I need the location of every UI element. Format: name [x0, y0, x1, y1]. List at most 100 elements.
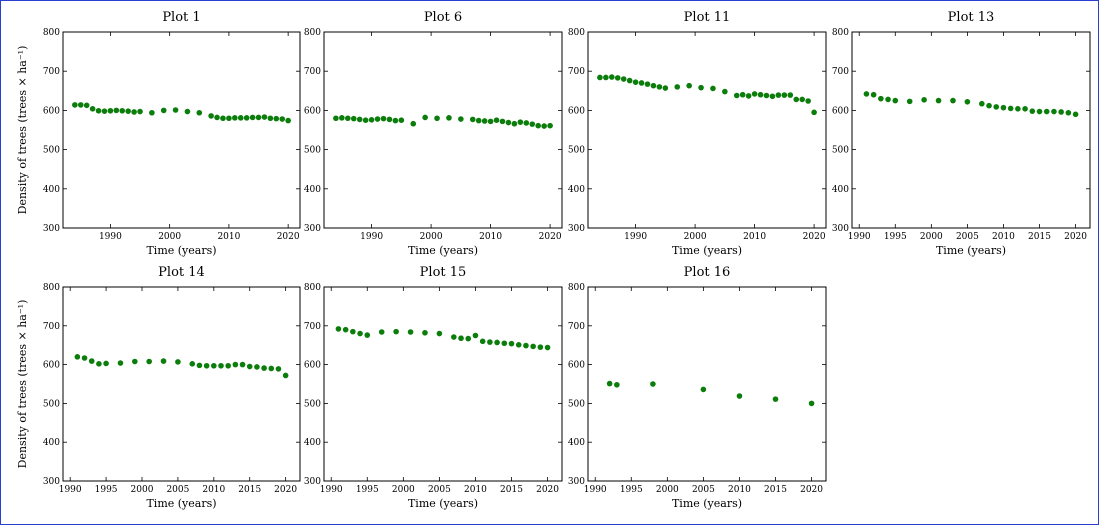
data-point	[196, 362, 203, 369]
data-point	[275, 366, 282, 372]
data-point	[644, 81, 651, 87]
data-point	[333, 115, 339, 122]
x-tick-label: 2000	[656, 485, 679, 495]
y-tick-label: 500	[304, 146, 321, 156]
data-point	[620, 76, 627, 82]
x-tick-label: 2000	[920, 232, 943, 242]
x-tick-label: 2020	[800, 485, 823, 495]
data-point	[125, 108, 131, 114]
data-point	[517, 119, 524, 125]
data-point	[88, 358, 95, 364]
data-point	[350, 328, 356, 335]
data-point	[335, 326, 342, 332]
data-point	[674, 84, 681, 90]
data-point	[465, 335, 472, 342]
chart-title: Plot 1	[162, 10, 200, 25]
y-tick-label: 700	[568, 322, 585, 332]
y-tick-label: 300	[43, 477, 60, 487]
x-axis-label: Time (years)	[408, 244, 478, 257]
data-point	[95, 107, 102, 114]
data-point	[472, 332, 479, 339]
data-point	[451, 334, 457, 340]
data-point	[232, 361, 239, 368]
data-point	[805, 98, 811, 104]
data-point	[885, 96, 891, 103]
data-point	[339, 115, 345, 121]
data-point	[1058, 109, 1064, 115]
data-point	[863, 91, 870, 97]
data-point	[935, 97, 942, 104]
data-point	[493, 117, 500, 123]
data-point	[739, 91, 746, 98]
data-point	[196, 109, 203, 116]
x-tick-label: 1995	[620, 485, 643, 495]
data-point	[529, 121, 536, 127]
y-tick-label: 300	[304, 224, 321, 234]
data-point	[523, 342, 529, 349]
y-tick-label: 300	[568, 477, 585, 487]
data-point	[1043, 108, 1050, 115]
data-point	[698, 84, 704, 91]
y-tick-label: 500	[832, 146, 849, 156]
data-point	[254, 364, 260, 370]
data-point	[119, 107, 126, 114]
y-tick-label: 600	[43, 106, 60, 116]
x-tick-label: 2000	[131, 485, 154, 495]
y-tick-label: 600	[568, 106, 585, 116]
y-tick-label: 300	[568, 224, 585, 234]
x-tick-label: 2010	[728, 485, 751, 495]
data-point	[249, 114, 256, 121]
data-point	[650, 82, 657, 89]
chart-panel-7: Plot 16 300 400 500 600 700 800 1990 1995 2000 200…	[568, 265, 827, 510]
axes-frame	[587, 286, 827, 482]
x-tick-label: 1990	[848, 232, 871, 242]
chart-title: Plot 14	[158, 265, 205, 280]
data-point	[434, 115, 440, 122]
data-point	[107, 107, 114, 114]
data-point	[96, 361, 102, 367]
y-tick-label: 500	[43, 146, 60, 156]
data-point	[77, 102, 84, 108]
data-point	[1029, 108, 1036, 114]
x-tick-label: 1990	[360, 232, 383, 242]
x-tick-label: 2015	[500, 485, 523, 495]
data-point	[511, 120, 518, 127]
data-point	[614, 381, 620, 388]
data-point	[243, 115, 250, 121]
y-tick-label: 600	[304, 361, 321, 371]
y-tick-label: 400	[304, 438, 321, 448]
data-point	[74, 354, 81, 360]
data-point	[203, 362, 210, 369]
y-tick-label: 300	[304, 477, 321, 487]
y-axis-label: Density of trees (trees × ha⁻¹)	[16, 46, 29, 215]
x-tick-label: 2000	[684, 232, 707, 242]
y-tick-label: 800	[568, 283, 585, 293]
axes-frame	[851, 31, 1091, 229]
data-point	[544, 344, 551, 351]
x-tick-label: 2015	[764, 485, 787, 495]
data-point	[710, 85, 716, 92]
data-point	[261, 114, 268, 120]
data-point	[392, 117, 399, 124]
data-point	[267, 115, 274, 122]
data-point	[632, 79, 639, 85]
x-tick-label: 2015	[1028, 232, 1051, 242]
data-point	[357, 330, 363, 337]
data-point	[808, 400, 815, 407]
data-point	[469, 116, 476, 123]
x-tick-label: 2015	[238, 485, 261, 495]
data-point	[422, 114, 428, 121]
data-point	[769, 93, 776, 100]
x-tick-label: 1990	[320, 485, 343, 495]
axes-frame	[62, 31, 301, 229]
x-tick-label: 2000	[158, 232, 181, 242]
x-tick-label: 2010	[217, 232, 240, 242]
data-point	[603, 74, 609, 81]
data-point	[626, 77, 633, 84]
data-point	[541, 123, 547, 129]
x-tick-label: 1990	[624, 232, 647, 242]
data-point	[172, 107, 179, 113]
data-point	[722, 88, 728, 95]
data-point	[101, 108, 108, 114]
